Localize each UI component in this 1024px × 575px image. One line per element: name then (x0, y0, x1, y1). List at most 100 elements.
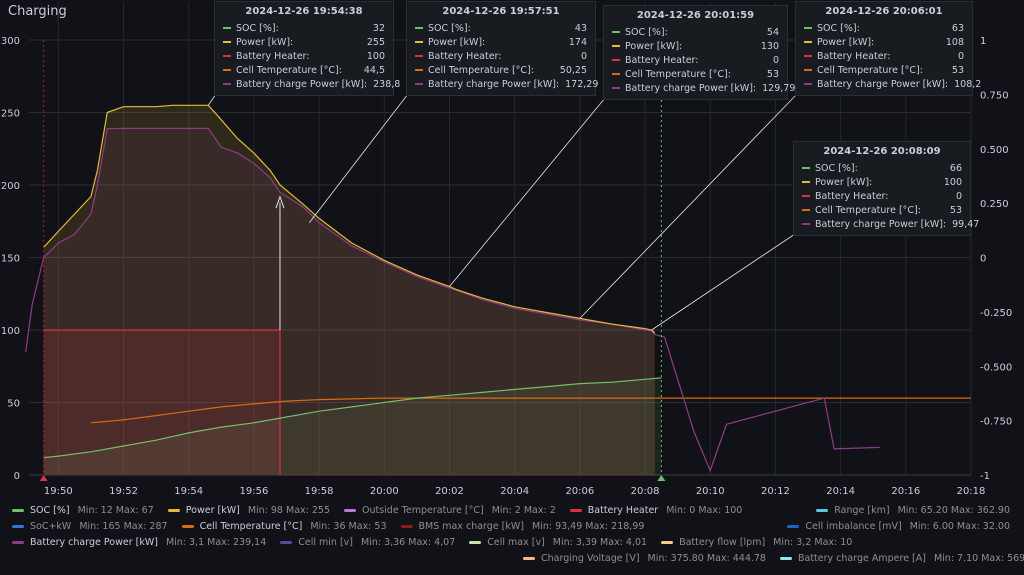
tooltip-label: Cell Temperature [°C]: (428, 64, 534, 76)
tooltip-value: 130 (760, 40, 779, 52)
x-tick: 20:08 (631, 486, 660, 497)
legend-name: Charging Voltage [V] (541, 553, 640, 564)
region-start-arrow (39, 475, 48, 481)
legend-row: Battery charge Power [kW] Min: 3,1 Max: 2… (12, 537, 866, 548)
tooltip-time: 2024-12-26 19:57:51 (442, 6, 560, 17)
tooltip-row: SOC [%]: 63 (804, 21, 964, 35)
tooltip-row: Cell Temperature [°C]: 53 (612, 67, 779, 81)
legend-swatch (523, 557, 535, 560)
tooltip-value: 53 (949, 204, 962, 216)
region-end-arrow (657, 475, 666, 481)
legend-name: Cell min [v] (298, 537, 353, 548)
legend-item[interactable]: Battery charge Power [kW] Min: 3,1 Max: 2… (12, 537, 266, 548)
tooltip-label: Power [kW]: (236, 36, 294, 48)
legend-swatch (779, 557, 792, 560)
x-tick: 20:18 (957, 486, 986, 497)
tooltip-value: 50,25 (559, 64, 587, 76)
tooltip-time: 2024-12-26 19:54:38 (245, 6, 363, 17)
legend-stats: Min: 165 Max: 287 (79, 521, 168, 532)
tooltip-swatch (804, 83, 812, 85)
legend-item[interactable]: Charging Voltage [V] Min: 375.80 Max: 444… (523, 553, 766, 564)
legend-item[interactable]: Power [kW] Min: 98 Max: 255 (167, 505, 330, 516)
tooltip-row: Power [kW]: 130 (612, 39, 779, 53)
y-tick-right: -0.500 (980, 362, 1012, 373)
tooltip-swatch (415, 83, 423, 85)
x-tick: 20:12 (761, 486, 790, 497)
tooltip-value: 66 (949, 162, 962, 174)
tooltip-label: Power [kW]: (625, 40, 683, 52)
legend-swatch (344, 509, 356, 512)
fill-areas (43, 105, 662, 476)
legend-item[interactable]: Outside Temperature [°C] Min: 2 Max: 2 (344, 505, 556, 516)
tooltip-label: Power [kW]: (815, 176, 873, 188)
tooltip-swatch (802, 195, 810, 197)
y-tick-right: 0.250 (980, 199, 1009, 210)
tooltip-value: 0 (772, 54, 779, 66)
tooltip-row: Power [kW]: 255 (223, 35, 385, 49)
y-tick-left: 0 (14, 471, 20, 482)
legend-name: SOC [%] (30, 505, 70, 516)
legend-stats: Min: 3,36 Max: 4,07 (361, 537, 456, 548)
legend-name: Cell Temperature [°C] (199, 521, 303, 532)
legend-stats: Min: 6.00 Max: 32.00 (909, 521, 1010, 532)
legend-name: Power [kW] (185, 505, 240, 516)
tooltip-row: Battery charge Power [kW]: 172,29 (415, 77, 598, 91)
tooltip-swatch (612, 45, 620, 47)
legend-item[interactable]: Range [km] Min: 65.20 Max: 362.90 (816, 505, 1010, 516)
y-tick-right: -1 (980, 471, 990, 482)
legend-stats: Min: 0 Max: 100 (666, 505, 743, 516)
legend-stats: Min: 36 Max: 53 (310, 521, 387, 532)
legend-item[interactable]: BMS max charge [kW] Min: 93,49 Max: 218,9… (400, 521, 645, 532)
tooltip-value: 238,8 (373, 78, 401, 90)
legend-swatch (816, 509, 829, 512)
legend-stats: Min: 93,49 Max: 218,99 (532, 521, 645, 532)
tooltip-swatch (415, 55, 423, 57)
tooltip-label: Cell Temperature [°C]: (236, 64, 342, 76)
tooltip-value: 53 (766, 68, 779, 80)
tooltip: 2024-12-26 20:01:59 SOC [%]: 54 Power [kW]:… (603, 5, 795, 100)
tooltip-swatch (612, 87, 620, 89)
tooltip-swatch (804, 69, 812, 71)
y-tick-right: 0 (980, 254, 986, 265)
legend-swatch (569, 509, 582, 512)
legend-name: Cell max [v] (487, 537, 545, 548)
legend-swatch (469, 541, 482, 544)
tooltip: 2024-12-26 20:06:01 SOC [%]: 63 Power [kW]:… (795, 1, 981, 96)
x-tick: 19:58 (305, 486, 334, 497)
legend-item[interactable]: Battery flow [lpm] Min: 3,2 Max: 10 (661, 537, 852, 548)
legend-name: BMS max charge [kW] (418, 521, 525, 532)
tooltip-label: Battery Heater: (236, 50, 310, 62)
y-tick-right: -0.750 (980, 417, 1012, 428)
tooltip-swatch (415, 27, 423, 29)
tooltip-swatch (804, 27, 812, 29)
tooltip-row: Battery charge Power [kW]: 108,2 (804, 77, 981, 91)
axes: 050100150200250300-1-0.750-0.500-0.25000… (1, 36, 1012, 497)
legend-swatch (661, 541, 674, 544)
soc-area (43, 377, 662, 475)
legend-item[interactable]: SoC+kW Min: 165 Max: 287 (12, 521, 168, 532)
tooltip-value: 44,5 (363, 64, 385, 76)
tooltip-row: Battery Heater: 0 (804, 49, 964, 63)
tooltip-connector (651, 233, 796, 331)
tooltip-value: 54 (766, 26, 779, 38)
legend-item[interactable]: Battery charge Ampere [A] Min: 7.10 Max: … (779, 553, 1024, 564)
legend-item[interactable]: Cell Temperature [°C] Min: 36 Max: 53 (181, 521, 387, 532)
tooltip-swatch (223, 69, 231, 71)
legend-item[interactable]: SOC [%] Min: 12 Max: 67 (12, 505, 154, 516)
legend-name: Cell imbalance [mV] (805, 521, 902, 532)
legend-name: Battery charge Power [kW] (30, 537, 158, 548)
tooltip-swatch (415, 69, 423, 71)
legend-item[interactable]: Cell imbalance [mV] Min: 6.00 Max: 32.00 (787, 521, 1010, 532)
tooltip-value: 255 (366, 36, 385, 48)
tooltip-swatch (802, 181, 810, 183)
tooltip-connector (579, 93, 798, 319)
tooltip-label: Battery Heater: (817, 50, 891, 62)
tooltip-row: Battery Heater: 100 (223, 49, 385, 63)
series-line-cell-temperature-c- (90, 397, 971, 424)
legend-item[interactable]: Cell min [v] Min: 3,36 Max: 4,07 (280, 537, 455, 548)
legend-swatch (400, 525, 413, 528)
legend-item[interactable]: Battery Heater Min: 0 Max: 100 (569, 505, 743, 516)
x-tick: 19:56 (239, 486, 268, 497)
tooltip-value: 174 (568, 36, 587, 48)
legend-item[interactable]: Cell max [v] Min: 3,39 Max: 4,01 (469, 537, 647, 548)
